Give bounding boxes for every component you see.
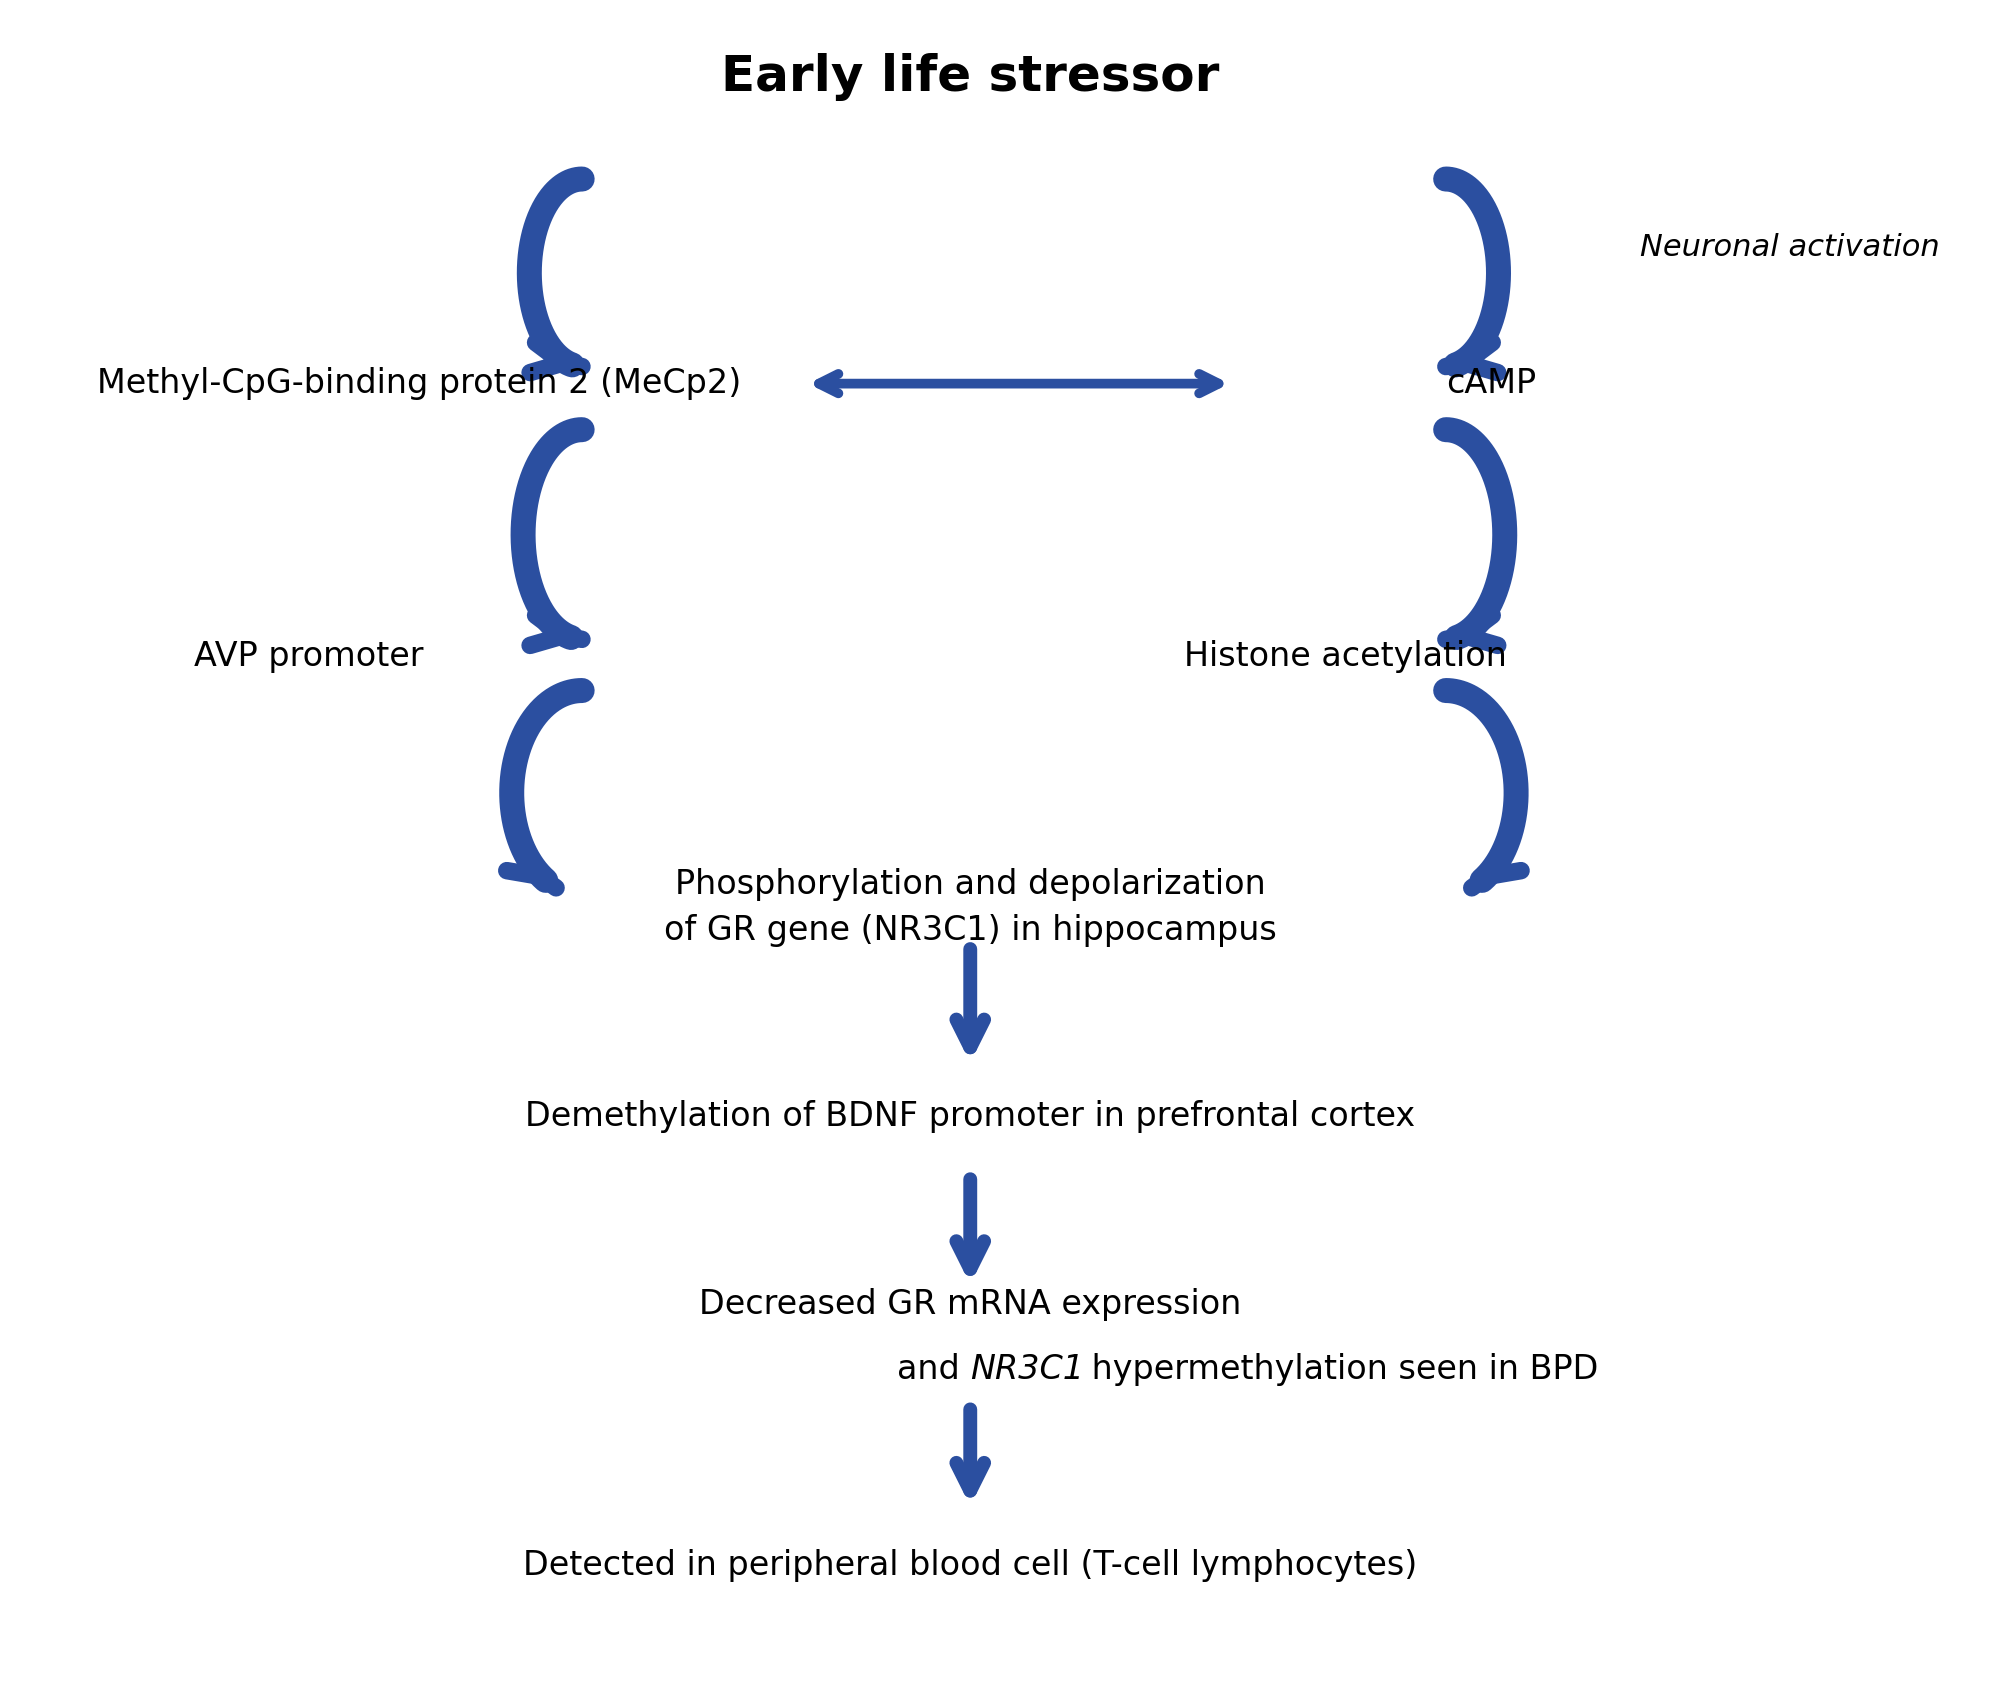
Text: and: and <box>896 1352 970 1386</box>
Text: AVP promoter: AVP promoter <box>194 639 424 673</box>
Text: cAMP: cAMP <box>1446 367 1536 401</box>
Text: Histone acetylation: Histone acetylation <box>1184 639 1506 673</box>
Text: Decreased GR mRNA expression: Decreased GR mRNA expression <box>700 1289 1242 1321</box>
Text: Neuronal activation: Neuronal activation <box>1640 232 1940 263</box>
Text: Demethylation of BDNF promoter in prefrontal cortex: Demethylation of BDNF promoter in prefro… <box>526 1100 1416 1134</box>
Text: hypermethylation seen in BPD: hypermethylation seen in BPD <box>1080 1352 1598 1386</box>
Text: Phosphorylation and depolarization
of GR gene (NR3C1) in hippocampus: Phosphorylation and depolarization of GR… <box>664 868 1276 946</box>
Text: NR3C1: NR3C1 <box>970 1352 1084 1386</box>
Text: Detected in peripheral blood cell (T-cell lymphocytes): Detected in peripheral blood cell (T-cel… <box>524 1548 1418 1582</box>
Text: Early life stressor: Early life stressor <box>722 53 1220 101</box>
Text: Methyl-CpG-binding protein 2 (MeCp2): Methyl-CpG-binding protein 2 (MeCp2) <box>98 367 742 401</box>
